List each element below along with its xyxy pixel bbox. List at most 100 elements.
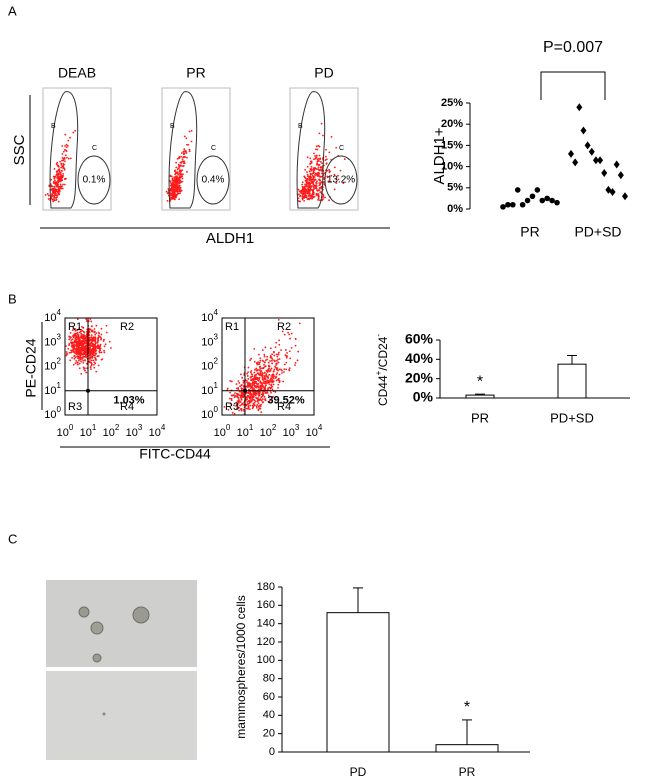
sphere	[132, 606, 150, 624]
event	[56, 180, 59, 182]
event	[59, 179, 62, 182]
y-tick-label: 40%	[405, 350, 434, 366]
event	[307, 175, 309, 178]
y-tick-label: 20	[263, 728, 275, 740]
event	[316, 180, 318, 183]
tick-base: 10	[201, 385, 213, 397]
x-tick-label: 102	[260, 423, 277, 439]
event	[74, 130, 77, 132]
event	[90, 359, 93, 362]
event	[233, 404, 235, 407]
event	[184, 156, 186, 158]
event	[52, 200, 55, 203]
event	[315, 185, 318, 188]
data-point	[592, 156, 599, 165]
event	[74, 362, 77, 365]
event	[81, 333, 83, 336]
event	[178, 179, 181, 182]
event	[76, 332, 79, 335]
event	[307, 183, 310, 186]
event	[319, 179, 321, 182]
event	[305, 181, 308, 184]
event	[58, 178, 60, 181]
region-label: R4	[120, 401, 134, 413]
event	[294, 362, 297, 364]
event	[263, 353, 266, 356]
event	[317, 193, 319, 196]
event	[269, 360, 271, 362]
event	[75, 344, 78, 347]
event	[58, 170, 61, 173]
event	[183, 148, 186, 151]
event	[64, 145, 66, 147]
event	[175, 196, 177, 199]
event	[64, 154, 67, 157]
data-point	[617, 171, 624, 180]
x-tick-label: PD+SD	[574, 224, 621, 240]
y-tick-label: 10%	[441, 161, 463, 173]
event	[311, 193, 313, 196]
event	[94, 337, 97, 340]
event	[259, 372, 262, 374]
event	[272, 374, 275, 376]
event	[57, 165, 60, 168]
event	[266, 371, 269, 373]
event	[317, 199, 319, 201]
event	[95, 332, 98, 335]
event	[237, 388, 240, 391]
event	[50, 195, 53, 198]
label-superscript: -	[374, 334, 383, 337]
event	[265, 384, 268, 386]
event	[267, 361, 270, 364]
y-tick-label: 100	[44, 405, 61, 421]
event	[303, 186, 306, 188]
event	[228, 397, 231, 400]
event	[171, 177, 174, 180]
event	[268, 365, 270, 368]
event	[90, 344, 93, 347]
event	[185, 150, 187, 153]
event	[89, 349, 91, 352]
tick-base: 10	[237, 427, 249, 439]
event	[247, 382, 249, 385]
event	[313, 184, 316, 187]
event	[61, 187, 64, 190]
event	[180, 180, 183, 183]
event	[68, 344, 70, 347]
data-point	[529, 193, 536, 200]
event	[67, 157, 70, 160]
event	[178, 169, 181, 172]
event	[187, 143, 190, 146]
event	[85, 356, 88, 359]
event	[288, 367, 291, 370]
event	[59, 183, 62, 186]
tick-base: 10	[44, 409, 56, 421]
event	[63, 160, 66, 163]
event	[180, 152, 183, 154]
event	[296, 359, 299, 362]
event	[100, 327, 103, 330]
event	[339, 169, 342, 172]
y-tick-label: 102	[44, 357, 61, 373]
event	[180, 170, 182, 173]
event	[270, 386, 272, 389]
event	[84, 369, 86, 372]
event	[313, 195, 316, 198]
event	[277, 353, 280, 356]
event	[254, 400, 257, 403]
event	[301, 181, 304, 184]
gate-label: C	[92, 145, 97, 152]
event	[53, 188, 56, 191]
y-tick-label: 101	[44, 381, 61, 397]
tick-exponent: 4	[57, 308, 62, 317]
tick-exponent: 2	[115, 423, 120, 432]
event	[239, 401, 242, 403]
event	[275, 341, 278, 344]
event	[179, 186, 182, 189]
event	[173, 198, 176, 201]
event	[237, 393, 239, 396]
event	[276, 372, 279, 374]
event	[256, 392, 258, 395]
event	[258, 378, 261, 380]
